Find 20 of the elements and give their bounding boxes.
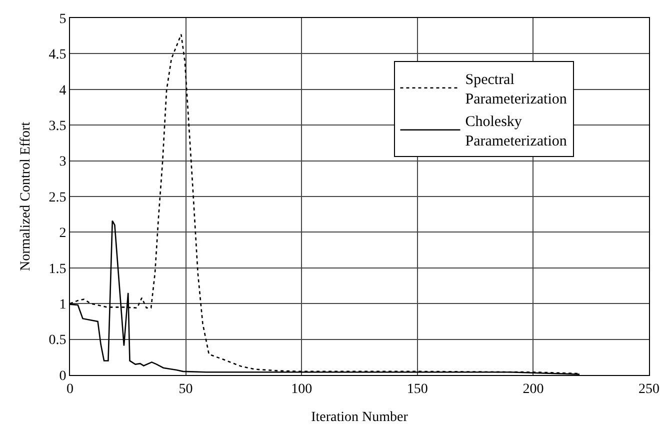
- y-tick-label: 0.5: [48, 333, 66, 348]
- legend-label: Spectral Parameterization: [465, 72, 568, 108]
- y-tick-label: 2.5: [48, 190, 66, 206]
- x-tick-label: 100: [291, 382, 312, 397]
- y-tick-label: 4: [59, 83, 66, 98]
- y-tick-label: 4.5: [48, 48, 66, 63]
- x-tick-label: 250: [638, 382, 660, 397]
- y-tick-label: 1: [59, 298, 66, 312]
- y-tick-label: 1.5: [48, 262, 66, 277]
- y-tick-label: 2: [59, 226, 66, 242]
- x-tick-label: 50: [178, 382, 193, 397]
- y-tick-label: 3.5: [48, 119, 66, 134]
- legend-label: Cholesky Parameterization: [465, 114, 568, 150]
- x-tick-label: 200: [522, 382, 544, 397]
- y-axis-title: Normalized Control Effort: [18, 122, 34, 272]
- y-tick-label: 3: [59, 154, 66, 170]
- x-tick-label: 150: [406, 382, 428, 397]
- y-tick-label: 0: [59, 368, 66, 384]
- y-tick-label: 5: [59, 12, 66, 27]
- x-axis-title: Iteration Number: [311, 410, 408, 426]
